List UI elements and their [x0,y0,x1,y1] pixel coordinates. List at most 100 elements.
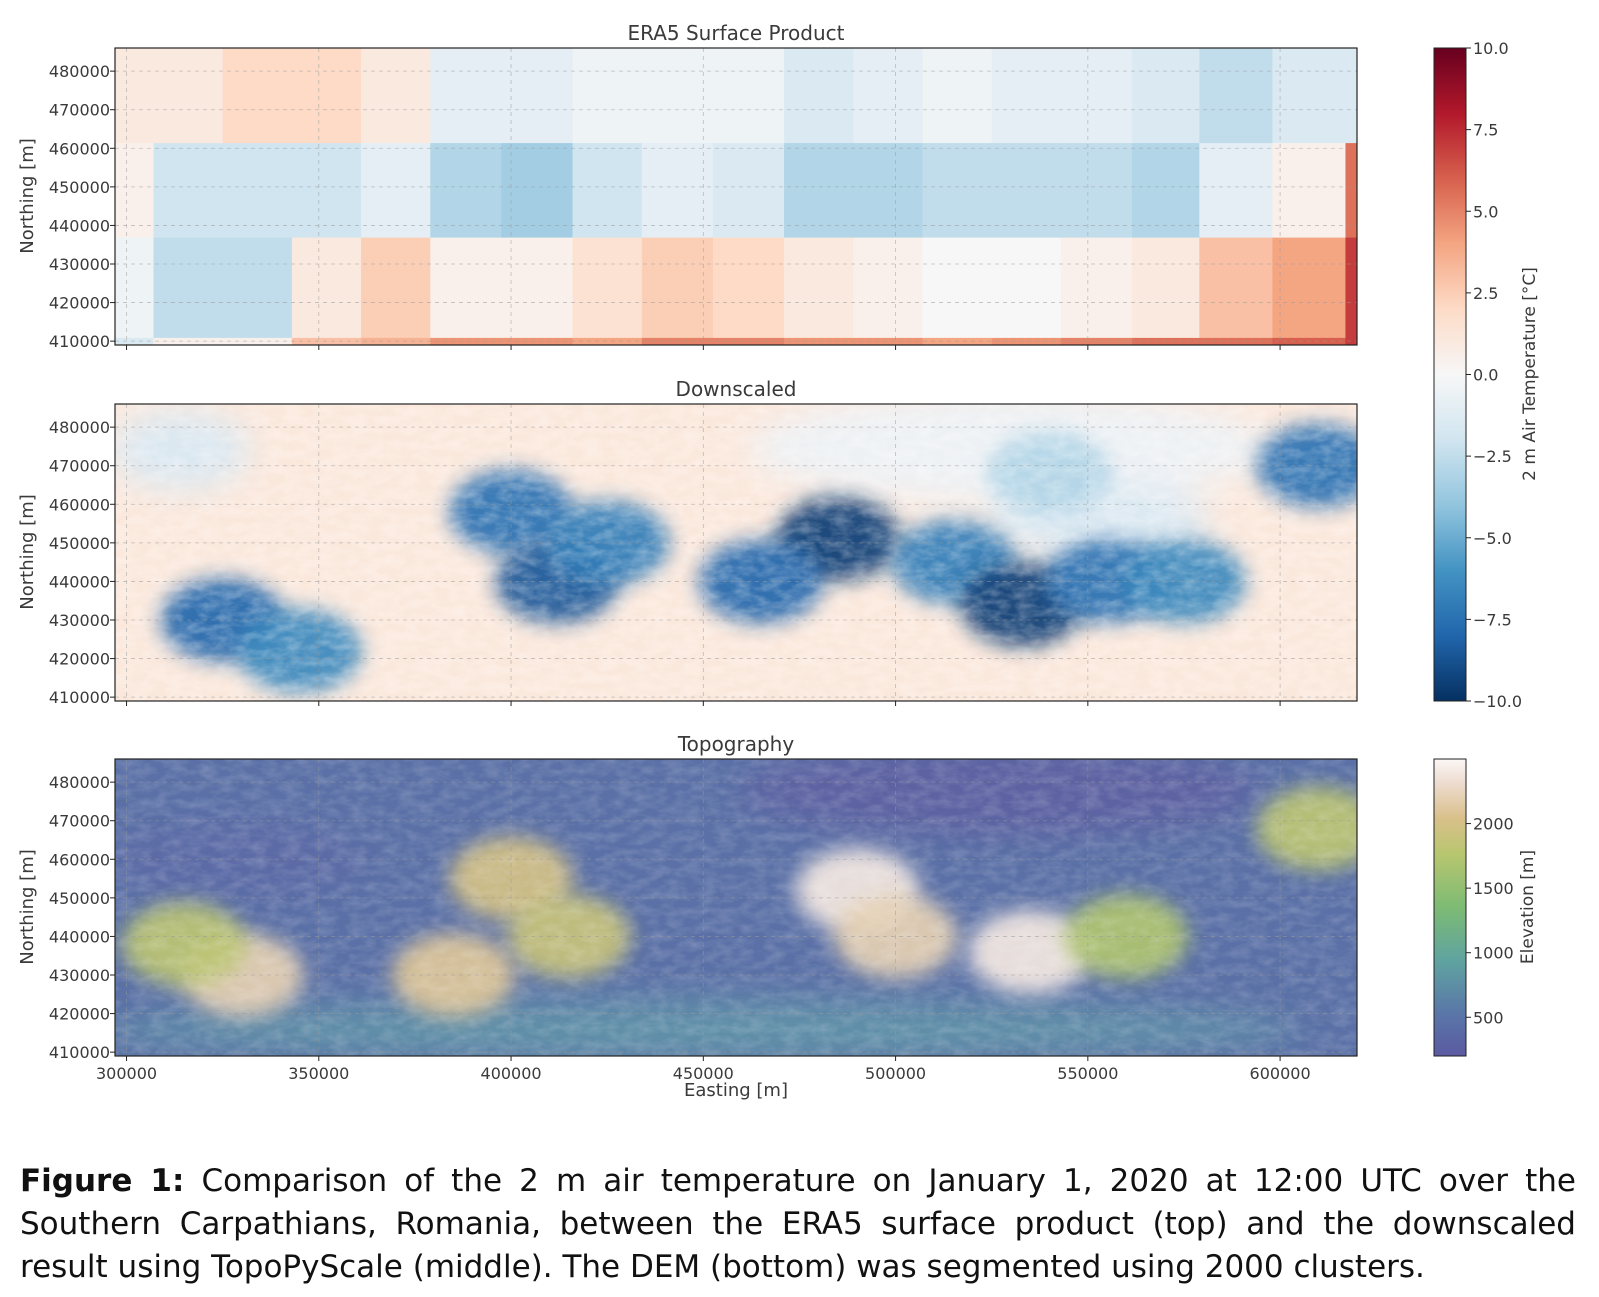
y-tick-label: 410000 [49,688,110,707]
colorbar-tick-label: 7.5 [1473,121,1498,140]
y-tick-label: 480000 [49,62,110,81]
panel-title: ERA5 Surface Product [628,21,845,45]
y-axis-label: Northing [m] [17,849,38,964]
ridge-texture [115,404,1357,701]
plot-frame [114,758,1358,1057]
x-tick-label: 600000 [1250,1064,1311,1083]
era5-cell [291,48,362,144]
era5-cell [712,142,785,238]
y-tick-label: 420000 [49,650,110,669]
y-axis-ticks: 410000 420000 430000 440000 450000 460000 4700… [49,773,115,1062]
era5-cell [1132,48,1200,144]
era5-cells [115,48,1357,345]
x-tick-label: 350000 [288,1064,349,1083]
colorbar-label: Elevation [m] [1518,850,1538,964]
figure: ERA5 Surface Product 4100004200004300004… [17,21,1540,1101]
colorbar-ramp [1433,47,1467,702]
figure-caption: Figure 1: Comparison of the 2 m air temp… [20,1160,1576,1289]
era5-cell [1132,237,1200,338]
y-tick-label: 470000 [49,457,110,476]
y-tick-label: 470000 [49,101,110,120]
era5-cell [572,48,643,144]
panel-topography: Topography 410000 420000 430000 440000 45000… [17,732,1358,1101]
colorbar-tick-label: 5.0 [1473,202,1498,221]
era5-cell [153,237,224,338]
colorbar-tick-label: 10.0 [1473,39,1509,58]
grid-lines [115,404,1357,701]
y-tick-label: 450000 [49,534,110,553]
era5-cell [1345,48,1357,144]
era5-cell [641,237,714,338]
x-axis-ticks: 300000 350000 400000 450000 500000 550000 6000… [96,1056,1311,1083]
y-tick-label: 460000 [49,850,110,869]
temperature-colorbar: 10.0 7.5 5.0 2.5 0.0 −2.5 −5.0 −7.5 −10.0 2 m Ai… [1433,39,1540,711]
era5-cell [222,48,293,144]
x-tick-label: 550000 [1057,1064,1118,1083]
y-axis-label: Northing [m] [17,138,38,253]
y-tick-label: 460000 [49,139,110,158]
era5-cell [1199,142,1274,238]
y-axis-label: Northing [m] [17,494,38,609]
y-axis-ticks: 410000 420000 430000 440000 450000 460000 4700… [49,418,115,707]
era5-cell [1060,48,1133,144]
era5-cell [115,142,155,238]
colorbar-tick-label: −10.0 [1473,692,1522,711]
y-tick-label: 430000 [49,255,110,274]
colorbar-tick-label: −5.0 [1473,529,1512,548]
era5-cell [222,237,293,338]
era5-cell [430,237,503,338]
y-tick-label: 440000 [49,927,110,946]
colorbar-ticks: 10.0 7.5 5.0 2.5 0.0 −2.5 −5.0 −7.5 −10.0 [1466,39,1522,711]
era5-cell [1199,48,1274,144]
era5-cell [115,237,155,338]
era5-cell [572,237,643,338]
y-tick-label: 480000 [49,418,110,437]
panel-era5: ERA5 Surface Product 4100004200004300004… [17,21,1358,351]
topography-map [115,759,1357,1056]
era5-cell [291,142,362,238]
era5-cell [153,48,224,144]
y-tick-label: 450000 [49,889,110,908]
colorbar-ticks: 2000 1500 1000 500 [1466,815,1514,1027]
era5-cell [361,142,431,238]
y-tick-label: 410000 [49,1043,110,1062]
era5-cell [1060,237,1133,338]
era5-cell [853,142,924,238]
y-tick-label: 470000 [49,812,110,831]
grid-lines [115,48,1357,345]
y-axis-ticks: 410000 420000 430000 440000 450000 460000 4700… [49,62,115,351]
plot-frame [114,403,1358,702]
era5-cell [115,48,155,144]
x-axis-ticks [126,345,1281,350]
era5-cell [572,142,643,238]
era5-cell [501,142,574,238]
caption-label: Figure 1: [20,1163,185,1199]
era5-cell [361,48,431,144]
era5-cell [1345,337,1357,345]
era5-cell [153,142,224,238]
era5-cell [361,237,431,338]
x-tick-label: 450000 [673,1064,734,1083]
era5-cell [922,142,993,238]
era5-cell [501,48,574,144]
x-tick-label: 300000 [96,1064,157,1083]
y-tick-label: 460000 [49,495,110,514]
era5-cell [853,337,924,345]
era5-cell [853,237,924,338]
era5-cell [641,142,714,238]
era5-cell [222,337,293,345]
era5-cell [991,142,1062,238]
y-tick-label: 430000 [49,966,110,985]
era5-cell [991,48,1062,144]
plot-frame [114,47,1358,346]
colorbar-tick-label: 2000 [1473,815,1514,834]
era5-cell [1272,142,1347,238]
y-tick-label: 440000 [49,216,110,235]
y-tick-label: 430000 [49,611,110,630]
era5-cell [291,237,362,338]
caption-text: Comparison of the 2 m air temperature on… [20,1163,1576,1285]
era5-cell [784,237,854,338]
y-tick-label: 420000 [49,1005,110,1024]
panel-title: Topography [677,732,795,756]
era5-cell [784,142,854,238]
